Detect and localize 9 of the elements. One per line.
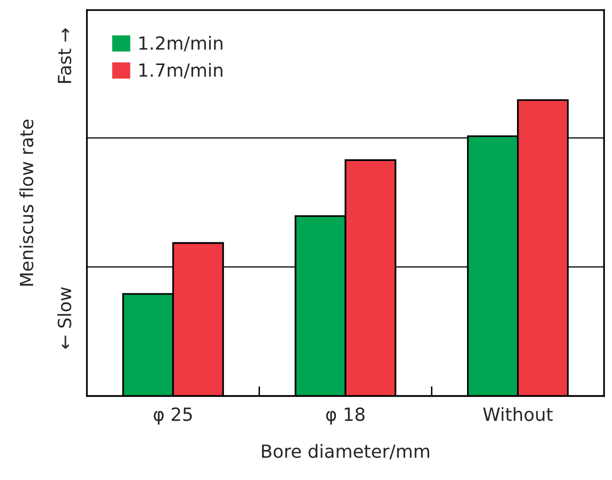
legend-label: 1.7m/min — [139, 62, 222, 78]
text: ← Slow — [57, 287, 72, 349]
x-tick-label: Without — [483, 407, 553, 422]
legend-label: 1.2m/min — [139, 36, 222, 52]
x-axis-title: Bore diameter/mm — [262, 444, 430, 460]
text: Fast → — [58, 28, 72, 83]
y-axis-title: Meniscus flow rate — [19, 120, 34, 286]
x-tick-label: φ 25 — [154, 407, 192, 425]
x-tick-label: φ 18 — [326, 407, 365, 425]
